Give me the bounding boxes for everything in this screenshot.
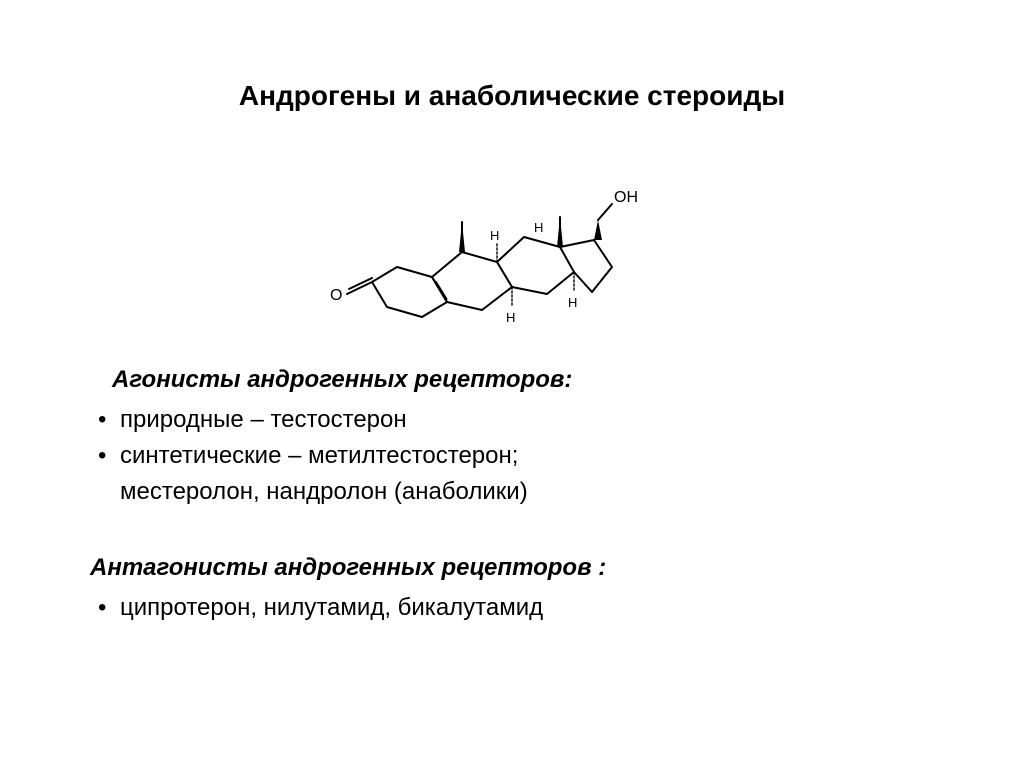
h-label-1: H <box>490 228 499 243</box>
h-label-4: H <box>534 220 543 235</box>
agonists-continuation: местеролон, нандролон (анаболики) <box>120 474 1024 510</box>
slide: Андрогены и анаболические стероиды <box>0 0 1024 767</box>
h-label-3: H <box>568 295 577 310</box>
antagonists-heading: Антагонисты андрогенных рецепторов : <box>90 550 1024 586</box>
list-item: синтетические – метилтестостерон; <box>116 438 1024 474</box>
slide-title: Андрогены и анаболические стероиды <box>0 80 1024 112</box>
hydroxyl-label: OH <box>614 189 638 206</box>
oxygen-label: O <box>330 287 342 304</box>
agonists-list: природные – тестостерон синтетические – … <box>90 402 1024 474</box>
testosterone-structure-diagram: O OH H H H H <box>302 122 722 332</box>
agonists-heading: Агонисты андрогенных рецепторов: <box>112 362 1024 398</box>
h-label-2: H <box>506 310 515 325</box>
list-item: природные – тестостерон <box>116 402 1024 438</box>
list-item: ципротерон, нилутамид, бикалутамид <box>116 590 1024 626</box>
antagonists-list: ципротерон, нилутамид, бикалутамид <box>90 590 1024 626</box>
content-block: Агонисты андрогенных рецепторов: природн… <box>90 362 1024 626</box>
